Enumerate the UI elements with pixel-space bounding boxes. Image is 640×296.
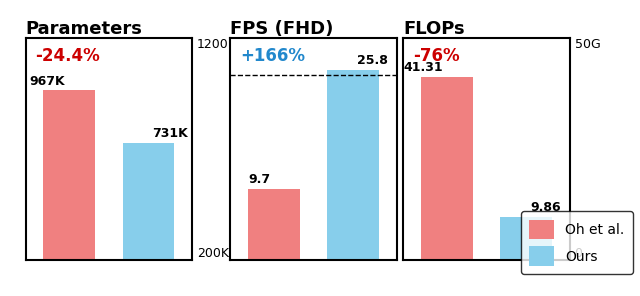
Bar xyxy=(248,189,300,260)
Bar xyxy=(500,217,552,260)
Text: 25: 25 xyxy=(402,54,418,67)
Text: 200K: 200K xyxy=(197,247,229,260)
Text: 0: 0 xyxy=(402,247,410,260)
Text: 967K: 967K xyxy=(29,75,65,88)
Legend: Oh et al., Ours: Oh et al., Ours xyxy=(521,211,633,274)
Text: 41.31: 41.31 xyxy=(403,61,443,74)
Text: 0: 0 xyxy=(575,247,582,260)
Text: 9.86: 9.86 xyxy=(530,201,561,214)
Text: FLOPs: FLOPs xyxy=(403,20,465,38)
Bar xyxy=(328,70,379,260)
Text: -76%: -76% xyxy=(413,47,460,65)
Text: 50G: 50G xyxy=(575,38,600,52)
Text: 9.7: 9.7 xyxy=(248,173,270,186)
Text: Parameters: Parameters xyxy=(26,20,143,38)
Text: +166%: +166% xyxy=(241,47,305,65)
Text: 731K: 731K xyxy=(152,127,188,140)
Text: -24.4%: -24.4% xyxy=(36,47,100,65)
Text: (Real-time): (Real-time) xyxy=(402,78,464,88)
Text: 25.8: 25.8 xyxy=(357,54,388,67)
Text: 1200K: 1200K xyxy=(197,38,237,52)
Text: 30: 30 xyxy=(402,38,418,52)
Bar xyxy=(123,143,174,260)
Bar xyxy=(44,90,95,260)
Text: FPS (FHD): FPS (FHD) xyxy=(230,20,334,38)
Bar xyxy=(421,77,472,260)
